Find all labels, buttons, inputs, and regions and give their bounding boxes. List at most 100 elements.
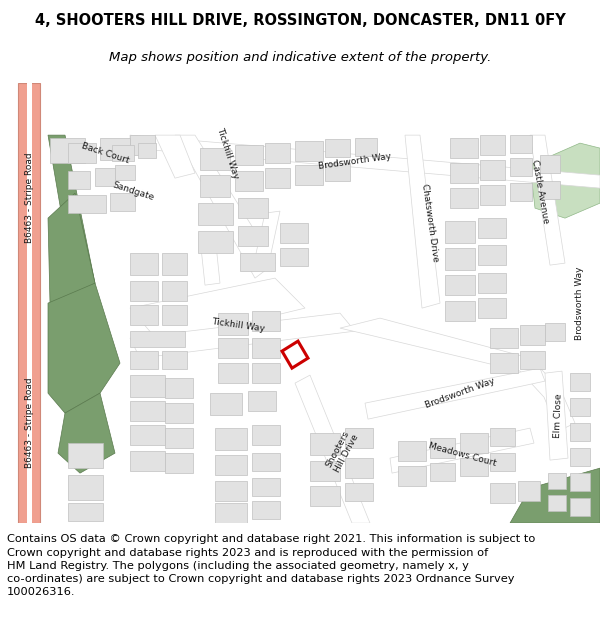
Bar [112,145,134,161]
Bar [50,138,85,163]
Bar [130,425,165,445]
Bar [540,181,560,199]
Bar [490,428,515,446]
Bar [215,428,247,450]
Bar [310,486,340,506]
Text: Shooters
Hill Drive: Shooters Hill Drive [323,428,361,474]
Bar [252,338,280,358]
Bar [68,195,106,213]
Bar [345,483,373,501]
Bar [345,458,373,478]
Bar [68,475,103,500]
Bar [478,298,506,318]
Bar [325,139,350,157]
Text: Brodsworth Way: Brodsworth Way [424,376,496,410]
Bar [210,393,242,415]
Bar [200,148,230,170]
Bar [235,171,263,191]
Bar [445,248,475,270]
Bar [130,281,158,301]
Bar [490,328,518,348]
Polygon shape [340,318,575,431]
Bar [218,313,248,335]
Bar [518,481,540,501]
Text: Back Court: Back Court [80,141,130,165]
Bar [252,425,280,445]
Polygon shape [295,375,370,523]
Polygon shape [405,135,440,308]
Bar [280,248,308,266]
Polygon shape [48,193,95,308]
Bar [430,438,455,458]
Bar [510,158,532,176]
Polygon shape [545,371,568,460]
Polygon shape [48,135,95,293]
Polygon shape [155,135,195,178]
Text: Brodsworth Way: Brodsworth Way [575,266,584,340]
Bar [265,143,290,163]
Bar [130,135,155,155]
Text: Tickhill Way: Tickhill Way [211,317,265,333]
Bar [130,451,165,471]
Text: Elm Close: Elm Close [553,394,563,439]
Bar [162,253,187,275]
Bar [130,253,158,275]
Text: Contains OS data © Crown copyright and database right 2021. This information is : Contains OS data © Crown copyright and d… [7,534,536,597]
Bar [570,423,590,441]
Bar [445,275,475,295]
Bar [398,466,426,486]
Bar [100,138,130,160]
Bar [252,363,280,383]
Bar [218,363,248,383]
Bar [130,305,158,325]
Bar [520,351,545,369]
Bar [510,183,532,201]
Bar [68,503,103,521]
Bar [130,375,165,397]
Bar [480,160,505,180]
Bar [570,473,590,491]
Bar [215,455,247,475]
Bar [252,501,280,519]
Bar [68,171,90,189]
Bar [162,351,187,369]
Polygon shape [390,428,534,473]
Polygon shape [175,135,275,278]
Bar [130,401,165,421]
Text: B6463 - Stripe Road: B6463 - Stripe Road [25,378,34,468]
Text: Brodsworth Way: Brodsworth Way [318,151,392,171]
Bar [130,351,158,369]
Bar [480,185,505,205]
Polygon shape [530,135,565,265]
Bar [478,218,506,238]
Bar [460,458,488,476]
Bar [570,448,590,466]
Polygon shape [48,283,120,413]
Bar [295,165,323,185]
Bar [95,168,115,186]
Polygon shape [200,235,220,285]
Bar [198,231,233,253]
Polygon shape [365,368,545,419]
Bar [540,155,560,173]
Bar [450,188,478,208]
Text: 4, SHOOTERS HILL DRIVE, ROSSINGTON, DONCASTER, DN11 0FY: 4, SHOOTERS HILL DRIVE, ROSSINGTON, DONC… [35,13,565,28]
Text: Castle Avenue: Castle Avenue [530,158,550,224]
Bar [215,481,247,501]
Bar [130,331,185,347]
Polygon shape [27,83,32,523]
Bar [165,378,193,398]
Bar [430,463,455,481]
Polygon shape [530,143,600,218]
Bar [490,353,518,373]
Polygon shape [130,313,355,358]
Bar [460,433,488,453]
Bar [490,483,515,503]
Bar [252,311,280,331]
Bar [235,145,263,165]
Bar [480,135,505,155]
Polygon shape [255,211,280,258]
Bar [280,223,308,243]
Text: Meadows Court: Meadows Court [427,442,497,469]
Polygon shape [58,393,115,473]
